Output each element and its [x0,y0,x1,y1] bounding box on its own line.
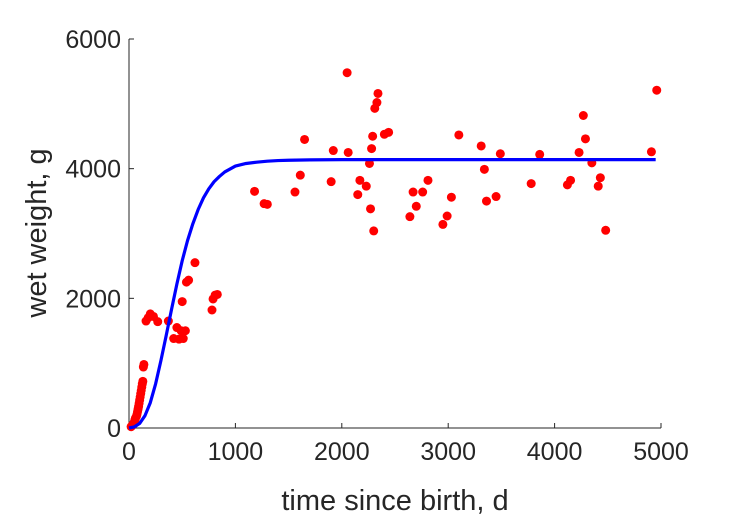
data-point [207,305,217,315]
data-points [126,68,662,432]
data-point [495,149,505,159]
data-point [295,170,305,180]
axes-frame [128,39,661,429]
data-point [408,187,418,197]
data-point [535,149,545,159]
data-point [442,211,452,221]
data-point [423,175,433,185]
x-tick-label: 5000 [633,438,689,466]
data-point [574,147,584,157]
data-point [418,187,428,197]
x-axis-ticks: 0 1000 2000 3000 4000 5000 [122,423,689,466]
x-tick-label: 1000 [208,438,264,466]
data-point [593,181,603,191]
data-point [139,359,149,369]
data-point [300,134,310,144]
fit-curve [128,157,656,430]
data-point [184,275,194,285]
data-point [262,199,272,209]
data-point [138,376,148,386]
data-point [491,192,501,202]
data-point [652,85,662,95]
y-tick-label: 2000 [65,285,121,313]
x-tick-label: 0 [122,438,136,466]
data-point [578,111,588,121]
data-point [342,68,352,78]
data-point [190,258,200,268]
data-point [212,289,222,299]
data-point [326,177,336,187]
data-point [454,130,464,140]
data-point [476,141,486,151]
x-tick-label: 3000 [420,438,476,466]
data-point [479,164,489,174]
data-point [595,173,605,183]
data-point [373,88,383,98]
data-point [411,201,421,211]
y-axis-label: wet weight, g [21,148,53,318]
y-tick-label: 4000 [65,156,121,184]
data-point [438,219,448,229]
data-point [366,204,376,214]
data-point [646,147,656,157]
data-point [364,158,374,168]
data-point [384,127,394,137]
data-point [368,131,378,141]
data-point [367,144,377,154]
data-point [482,196,492,206]
data-point [180,326,190,336]
series-layer [126,68,662,432]
y-axis-ticks: 0 2000 4000 6000 [65,26,134,443]
data-point [446,192,456,202]
data-point [343,147,353,157]
y-tick-label: 0 [107,415,121,443]
data-point [153,317,163,327]
data-point [290,187,300,197]
data-point [178,334,188,344]
data-point [372,98,382,108]
data-point [355,175,365,185]
data-point [601,225,611,235]
data-point [405,212,415,222]
y-tick-label: 6000 [65,26,121,54]
x-axis-label: time since birth, d [281,485,508,517]
data-point [250,186,260,196]
x-tick-label: 2000 [314,438,370,466]
data-point [328,146,338,156]
data-point [177,297,187,307]
data-point [361,181,371,191]
data-point [526,179,536,189]
x-tick-label: 4000 [527,438,583,466]
data-point [369,226,379,236]
data-point [580,134,590,144]
data-point [566,175,576,185]
data-point [353,190,363,200]
